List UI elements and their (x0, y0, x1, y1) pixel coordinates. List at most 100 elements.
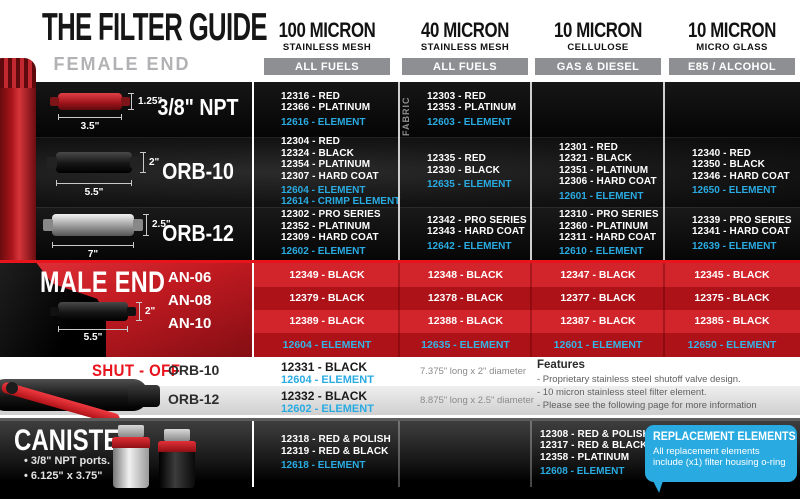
row-label-shutoff-orb10: ORB-10 (168, 362, 220, 378)
part-number: 12351 - PLATINUM (559, 164, 649, 176)
column-material: MICRO GLASS (696, 42, 768, 53)
orb12-length-dim: 7" (87, 249, 99, 260)
part-list: 12308 - RED & POLISH 12317 - RED & BLACK 1… (540, 429, 650, 463)
element-number: 12603 - ELEMENT (427, 116, 512, 128)
part-list: 12339 - PRO SERIES 12341 - HARD COAT (692, 215, 792, 238)
column-divider (663, 263, 665, 357)
part-number: 12309 - HARD COAT (281, 232, 379, 243)
part-number: 12350 - BLACK (692, 159, 765, 171)
part-number: 12316 - RED (281, 90, 340, 102)
row-label-orb10: ORB-10 (162, 158, 234, 184)
element-number: 12616 - ELEMENT (281, 116, 366, 128)
dimension-line (140, 152, 146, 173)
part-number: 12306 - HARD COAT (559, 176, 657, 188)
replacement-elements-callout: REPLACEMENT ELEMENTS All replacement ele… (645, 425, 797, 482)
dimension-line (56, 180, 132, 186)
canister-spec: • 6.125" x 3.75" (24, 470, 103, 482)
cell-orb12-100micron: 12302 - PRO SERIES 12352 - PLATINUM 12309 … (281, 207, 381, 260)
cell-orb10-microglass: 12340 - RED 12350 - BLACK 12346 - HARD COA… (692, 137, 790, 207)
part-number: 12342 - PRO SERIES (427, 214, 527, 226)
red-divider (0, 260, 800, 263)
orb12-filter-port (133, 219, 143, 231)
npt-filter-port (121, 97, 130, 106)
column-micron: 100 MICRON (278, 19, 376, 42)
fuel-badge: ALL FUELS (402, 58, 528, 75)
part-list: 12304 - RED 12324 - BLACK 12354 - PLATINUM… (281, 136, 400, 182)
cell-an08-40micron: 12378 - BLACK (427, 292, 504, 304)
shutoff-orb10-size: 7.375" long x 2" diameter (420, 366, 527, 377)
part-list: 12303 - RED 12353 - PLATINUM (427, 91, 516, 114)
column-divider (663, 82, 665, 260)
dimension-line (58, 114, 122, 120)
shutoff-orb12-size: 8.875" long x 2.5" diameter (420, 395, 534, 406)
red-filter-cap-photo (0, 58, 36, 88)
part-number: 12341 - HARD COAT (692, 226, 790, 238)
cell-an08-microglass: 12375 - BLACK (694, 292, 770, 304)
part-list: 12310 - PRO SERIES 12360 - PLATINUM 12311 … (559, 209, 659, 243)
cell-an08-cellulose: 12377 - BLACK (560, 292, 636, 304)
element-list: 12604 - ELEMENT 12614 - CRIMP ELEMENT (281, 185, 400, 208)
canister-cap (158, 441, 196, 452)
cell-male-element-40micron: 12635 - ELEMENT (421, 339, 510, 351)
cell-orb12-microglass: 12339 - PRO SERIES 12341 - HARD COAT 1263… (692, 207, 792, 260)
dimension-line (128, 93, 134, 110)
row-label-an06: AN-06 (168, 269, 212, 286)
cell-an10-cellulose: 12387 - BLACK (560, 315, 636, 327)
canister-spec: • 3/8" NPT ports. (24, 455, 111, 467)
element-number: 12602 - ELEMENT (281, 246, 366, 258)
canister-bracket (118, 425, 144, 437)
fuel-badge: E85 / ALCOHOL (669, 58, 795, 75)
element-number: 12601 - ELEMENT (559, 190, 644, 202)
orb10-filter-port (130, 157, 140, 168)
row-label-orb12: ORB-12 (162, 220, 234, 246)
cell-an10-40micron: 12388 - BLACK (427, 315, 504, 327)
canister-body (113, 448, 149, 488)
canister-cap (112, 437, 150, 448)
element-list: 12603 - ELEMENT (427, 117, 516, 128)
cell-an08-100micron: 12379 - BLACK (289, 292, 365, 304)
part-list: 12335 - RED 12330 - BLACK (427, 153, 511, 176)
part-number: 12319 - RED & BLACK (281, 445, 389, 457)
column-divider (252, 421, 254, 487)
feature-item: - Proprietary stainless steel shutoff va… (537, 374, 741, 385)
element-list: 12601 - ELEMENT (559, 191, 657, 202)
cell-an06-40micron: 12348 - BLACK (427, 269, 504, 281)
male-end-heading: MALE END (40, 266, 166, 299)
dimension-line (136, 302, 142, 321)
element-number: 12650 - ELEMENT (692, 184, 777, 196)
part-number: 12343 - HARD COAT (427, 226, 525, 238)
column-header-40-micron: 40 MICRON STAINLESS MESH ALL FUELS (390, 20, 540, 75)
feature-item: - 10 micron stainless steel filter eleme… (537, 387, 707, 398)
column-divider (252, 263, 254, 357)
cell-male-element-microglass: 12650 - ELEMENT (687, 339, 777, 351)
element-list: 12608 - ELEMENT (540, 466, 650, 477)
element-list: 12635 - ELEMENT (427, 179, 511, 190)
canister-bracket (164, 429, 190, 441)
element-number: 12635 - ELEMENT (427, 179, 512, 191)
part-list: 12301 - RED 12321 - BLACK 12351 - PLATINUM… (559, 142, 657, 188)
npt-length-dim: 3.5" (80, 121, 100, 132)
dimension-line (143, 214, 149, 236)
column-divider (530, 82, 532, 260)
column-header-10-micron-cellulose: 10 MICRON CELLULOSE GAS & DIESEL (523, 20, 673, 75)
cell-male-element-cellulose: 12601 - ELEMENT (553, 339, 643, 351)
column-micron: 40 MICRON (421, 19, 509, 42)
orb10-height-dim: 2" (149, 157, 160, 168)
callout-body: All replacement elements include (x1) fi… (653, 446, 786, 468)
part-number: 12311 - HARD COAT (559, 232, 657, 243)
part-number: 12339 - PRO SERIES (692, 214, 792, 226)
cell-npt-40micron: 12303 - RED 12353 - PLATINUM 12603 - ELEM… (427, 82, 516, 137)
part-list: 12316 - RED 12366 - PLATINUM (281, 91, 370, 114)
cell-canister-100micron: 12318 - RED & POLISH 12319 - RED & BLACK … (281, 421, 391, 485)
features-heading: Features (537, 359, 585, 371)
element-list: 12610 - ELEMENT (559, 246, 659, 257)
male-length-dim: 5.5" (83, 332, 103, 343)
column-divider (252, 82, 254, 260)
part-number: 12330 - BLACK (427, 164, 500, 176)
cell-orb12-cellulose: 12310 - PRO SERIES 12360 - PLATINUM 12311 … (559, 207, 659, 260)
element-number: 12639 - ELEMENT (692, 240, 777, 252)
element-list: 12650 - ELEMENT (692, 185, 790, 196)
part-list: 12318 - RED & POLISH 12319 - RED & BLACK (281, 434, 391, 457)
column-material: STAINLESS MESH (282, 42, 372, 53)
